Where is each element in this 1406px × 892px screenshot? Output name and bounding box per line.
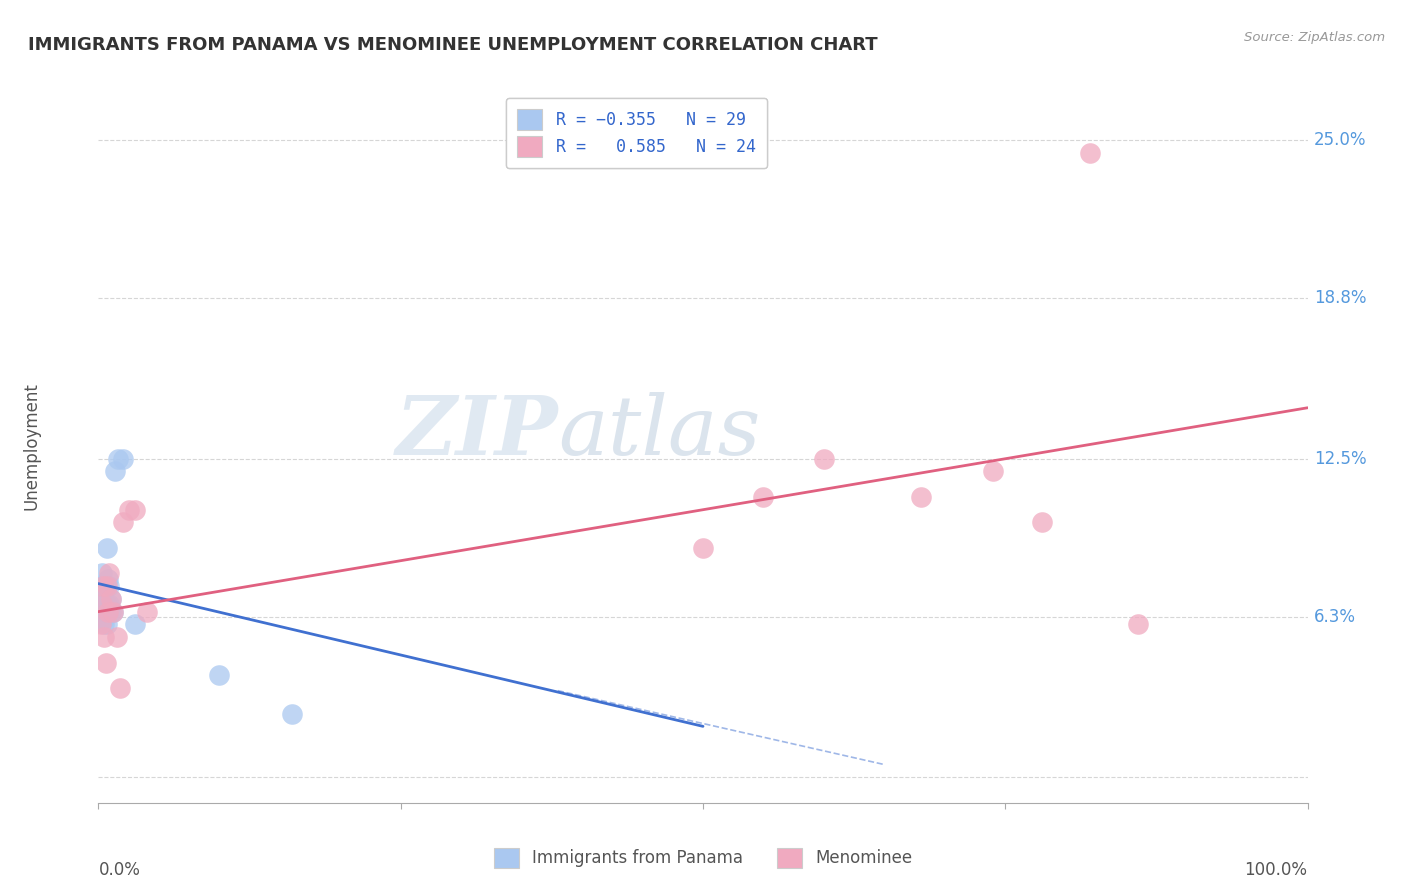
Point xyxy=(111,451,134,466)
Text: ZIP: ZIP xyxy=(395,392,558,472)
Legend: R = −0.355   N = 29, R =   0.585   N = 24: R = −0.355 N = 29, R = 0.585 N = 24 xyxy=(506,97,768,169)
Point xyxy=(752,490,775,504)
Point xyxy=(124,502,146,516)
Point xyxy=(208,668,231,682)
Point xyxy=(94,597,117,611)
Point xyxy=(1031,516,1053,530)
Legend: Immigrants from Panama, Menominee: Immigrants from Panama, Menominee xyxy=(488,841,918,875)
Point xyxy=(108,681,131,695)
Point xyxy=(91,597,114,611)
Point xyxy=(93,617,115,632)
Point xyxy=(96,541,118,555)
Point xyxy=(1128,617,1150,632)
Point xyxy=(692,541,714,555)
Point xyxy=(98,579,121,593)
Point xyxy=(97,605,120,619)
Point xyxy=(94,579,117,593)
Point xyxy=(91,587,114,601)
Point xyxy=(96,597,118,611)
Point xyxy=(93,591,115,606)
Text: atlas: atlas xyxy=(558,392,761,472)
Point xyxy=(910,490,932,504)
Point xyxy=(90,617,112,632)
Point xyxy=(93,602,115,616)
Point xyxy=(96,579,118,593)
Point xyxy=(93,612,115,626)
Text: Unemployment: Unemployment xyxy=(22,382,41,510)
Point xyxy=(91,566,114,581)
Point xyxy=(91,597,114,611)
Point xyxy=(93,582,115,596)
Text: 25.0%: 25.0% xyxy=(1313,131,1367,149)
Point xyxy=(105,630,128,644)
Text: 18.8%: 18.8% xyxy=(1313,289,1367,307)
Point xyxy=(981,465,1004,479)
Point xyxy=(104,465,127,479)
Point xyxy=(100,591,122,606)
Text: 100.0%: 100.0% xyxy=(1244,862,1308,880)
Point xyxy=(91,579,114,593)
Text: 6.3%: 6.3% xyxy=(1313,607,1355,626)
Point xyxy=(91,579,114,593)
Point xyxy=(107,451,129,466)
Point xyxy=(101,605,124,619)
Point xyxy=(101,605,124,619)
Point xyxy=(94,656,117,670)
Text: IMMIGRANTS FROM PANAMA VS MENOMINEE UNEMPLOYMENT CORRELATION CHART: IMMIGRANTS FROM PANAMA VS MENOMINEE UNEM… xyxy=(28,36,877,54)
Point xyxy=(97,572,120,586)
Point xyxy=(93,630,115,644)
Point xyxy=(124,617,146,632)
Point xyxy=(111,516,134,530)
Text: 12.5%: 12.5% xyxy=(1313,450,1367,467)
Point xyxy=(1078,145,1101,160)
Point xyxy=(90,597,112,611)
Point xyxy=(98,566,121,581)
Point xyxy=(813,451,835,466)
Point xyxy=(100,591,122,606)
Point xyxy=(94,605,117,619)
Text: 0.0%: 0.0% xyxy=(98,862,141,880)
Point xyxy=(97,605,120,619)
Point xyxy=(98,597,121,611)
Point xyxy=(118,502,141,516)
Text: Source: ZipAtlas.com: Source: ZipAtlas.com xyxy=(1244,31,1385,45)
Point xyxy=(135,605,157,619)
Point xyxy=(281,706,304,721)
Point xyxy=(100,605,122,619)
Point xyxy=(96,617,118,632)
